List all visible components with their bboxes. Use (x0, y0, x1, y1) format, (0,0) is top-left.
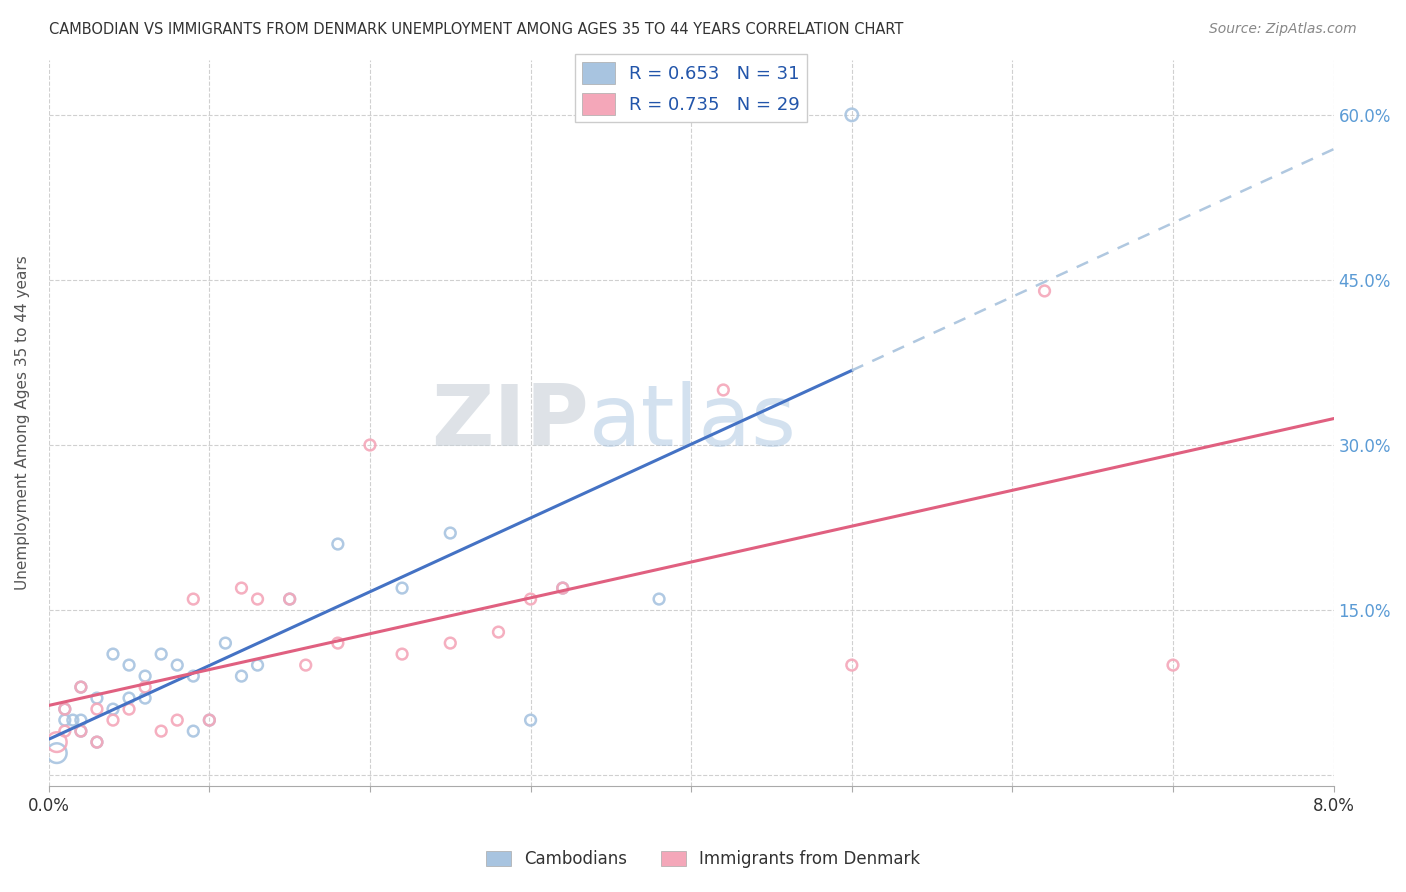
Point (134, 669, 156, 683)
Point (278, 592, 301, 607)
Point (711, 383, 734, 397)
Point (1033, 284, 1056, 298)
Point (86, 735, 108, 749)
Point (70, 713, 93, 727)
Point (231, 581, 253, 595)
Point (53, 724, 76, 739)
Point (86, 691, 108, 706)
Point (439, 636, 461, 650)
Point (150, 647, 173, 661)
Point (166, 658, 188, 673)
Legend: Cambodians, Immigrants from Denmark: Cambodians, Immigrants from Denmark (479, 844, 927, 875)
Point (101, 647, 124, 661)
Point (841, 658, 863, 673)
Text: ZIP: ZIP (430, 382, 588, 465)
Point (166, 713, 188, 727)
Point (231, 669, 253, 683)
Point (150, 724, 173, 739)
Point (326, 537, 349, 551)
Point (118, 691, 141, 706)
Point (198, 713, 221, 727)
Point (294, 658, 316, 673)
Point (488, 625, 510, 640)
Point (519, 713, 541, 727)
Text: Source: ZipAtlas.com: Source: ZipAtlas.com (1209, 22, 1357, 37)
Legend: R = 0.653   N = 31, R = 0.735   N = 29: R = 0.653 N = 31, R = 0.735 N = 29 (575, 54, 807, 122)
Point (70, 680, 93, 694)
Point (359, 438, 381, 452)
Point (551, 581, 574, 595)
Point (118, 702, 141, 716)
Point (278, 592, 301, 607)
Point (246, 592, 269, 607)
Point (134, 691, 156, 706)
Point (391, 581, 413, 595)
Point (101, 702, 124, 716)
Point (648, 592, 671, 607)
Point (101, 713, 124, 727)
Point (1161, 658, 1184, 673)
Text: CAMBODIAN VS IMMIGRANTS FROM DENMARK UNEMPLOYMENT AMONG AGES 35 TO 44 YEARS CORR: CAMBODIAN VS IMMIGRANTS FROM DENMARK UNE… (49, 22, 904, 37)
Point (45, 735, 67, 749)
Point (181, 724, 204, 739)
Point (53, 713, 76, 727)
Point (86, 702, 108, 716)
Point (53, 702, 76, 716)
Point (53, 702, 76, 716)
Point (391, 647, 413, 661)
Point (198, 713, 221, 727)
Point (45, 746, 67, 760)
Point (439, 526, 461, 541)
Point (246, 658, 269, 673)
Point (70, 680, 93, 694)
Point (118, 658, 141, 673)
Point (181, 592, 204, 607)
Point (62, 713, 84, 727)
Point (551, 581, 574, 595)
Point (70, 724, 93, 739)
Point (841, 108, 863, 122)
Y-axis label: Unemployment Among Ages 35 to 44 years: Unemployment Among Ages 35 to 44 years (15, 256, 30, 591)
Point (181, 669, 204, 683)
Text: atlas: atlas (588, 382, 796, 465)
Point (134, 680, 156, 694)
Point (214, 636, 236, 650)
Point (70, 724, 93, 739)
Point (86, 735, 108, 749)
Point (326, 636, 349, 650)
Point (519, 592, 541, 607)
